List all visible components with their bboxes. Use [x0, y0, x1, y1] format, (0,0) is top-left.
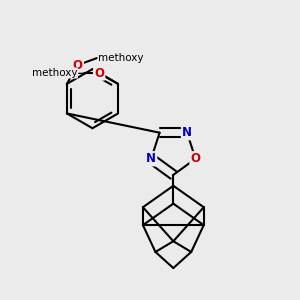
Text: methoxy: methoxy — [98, 53, 144, 63]
Text: N: N — [182, 126, 192, 139]
Text: O: O — [73, 58, 83, 71]
Text: N: N — [146, 152, 156, 165]
Text: O: O — [94, 67, 104, 80]
Text: O: O — [190, 152, 200, 165]
Text: methoxy: methoxy — [32, 68, 77, 78]
